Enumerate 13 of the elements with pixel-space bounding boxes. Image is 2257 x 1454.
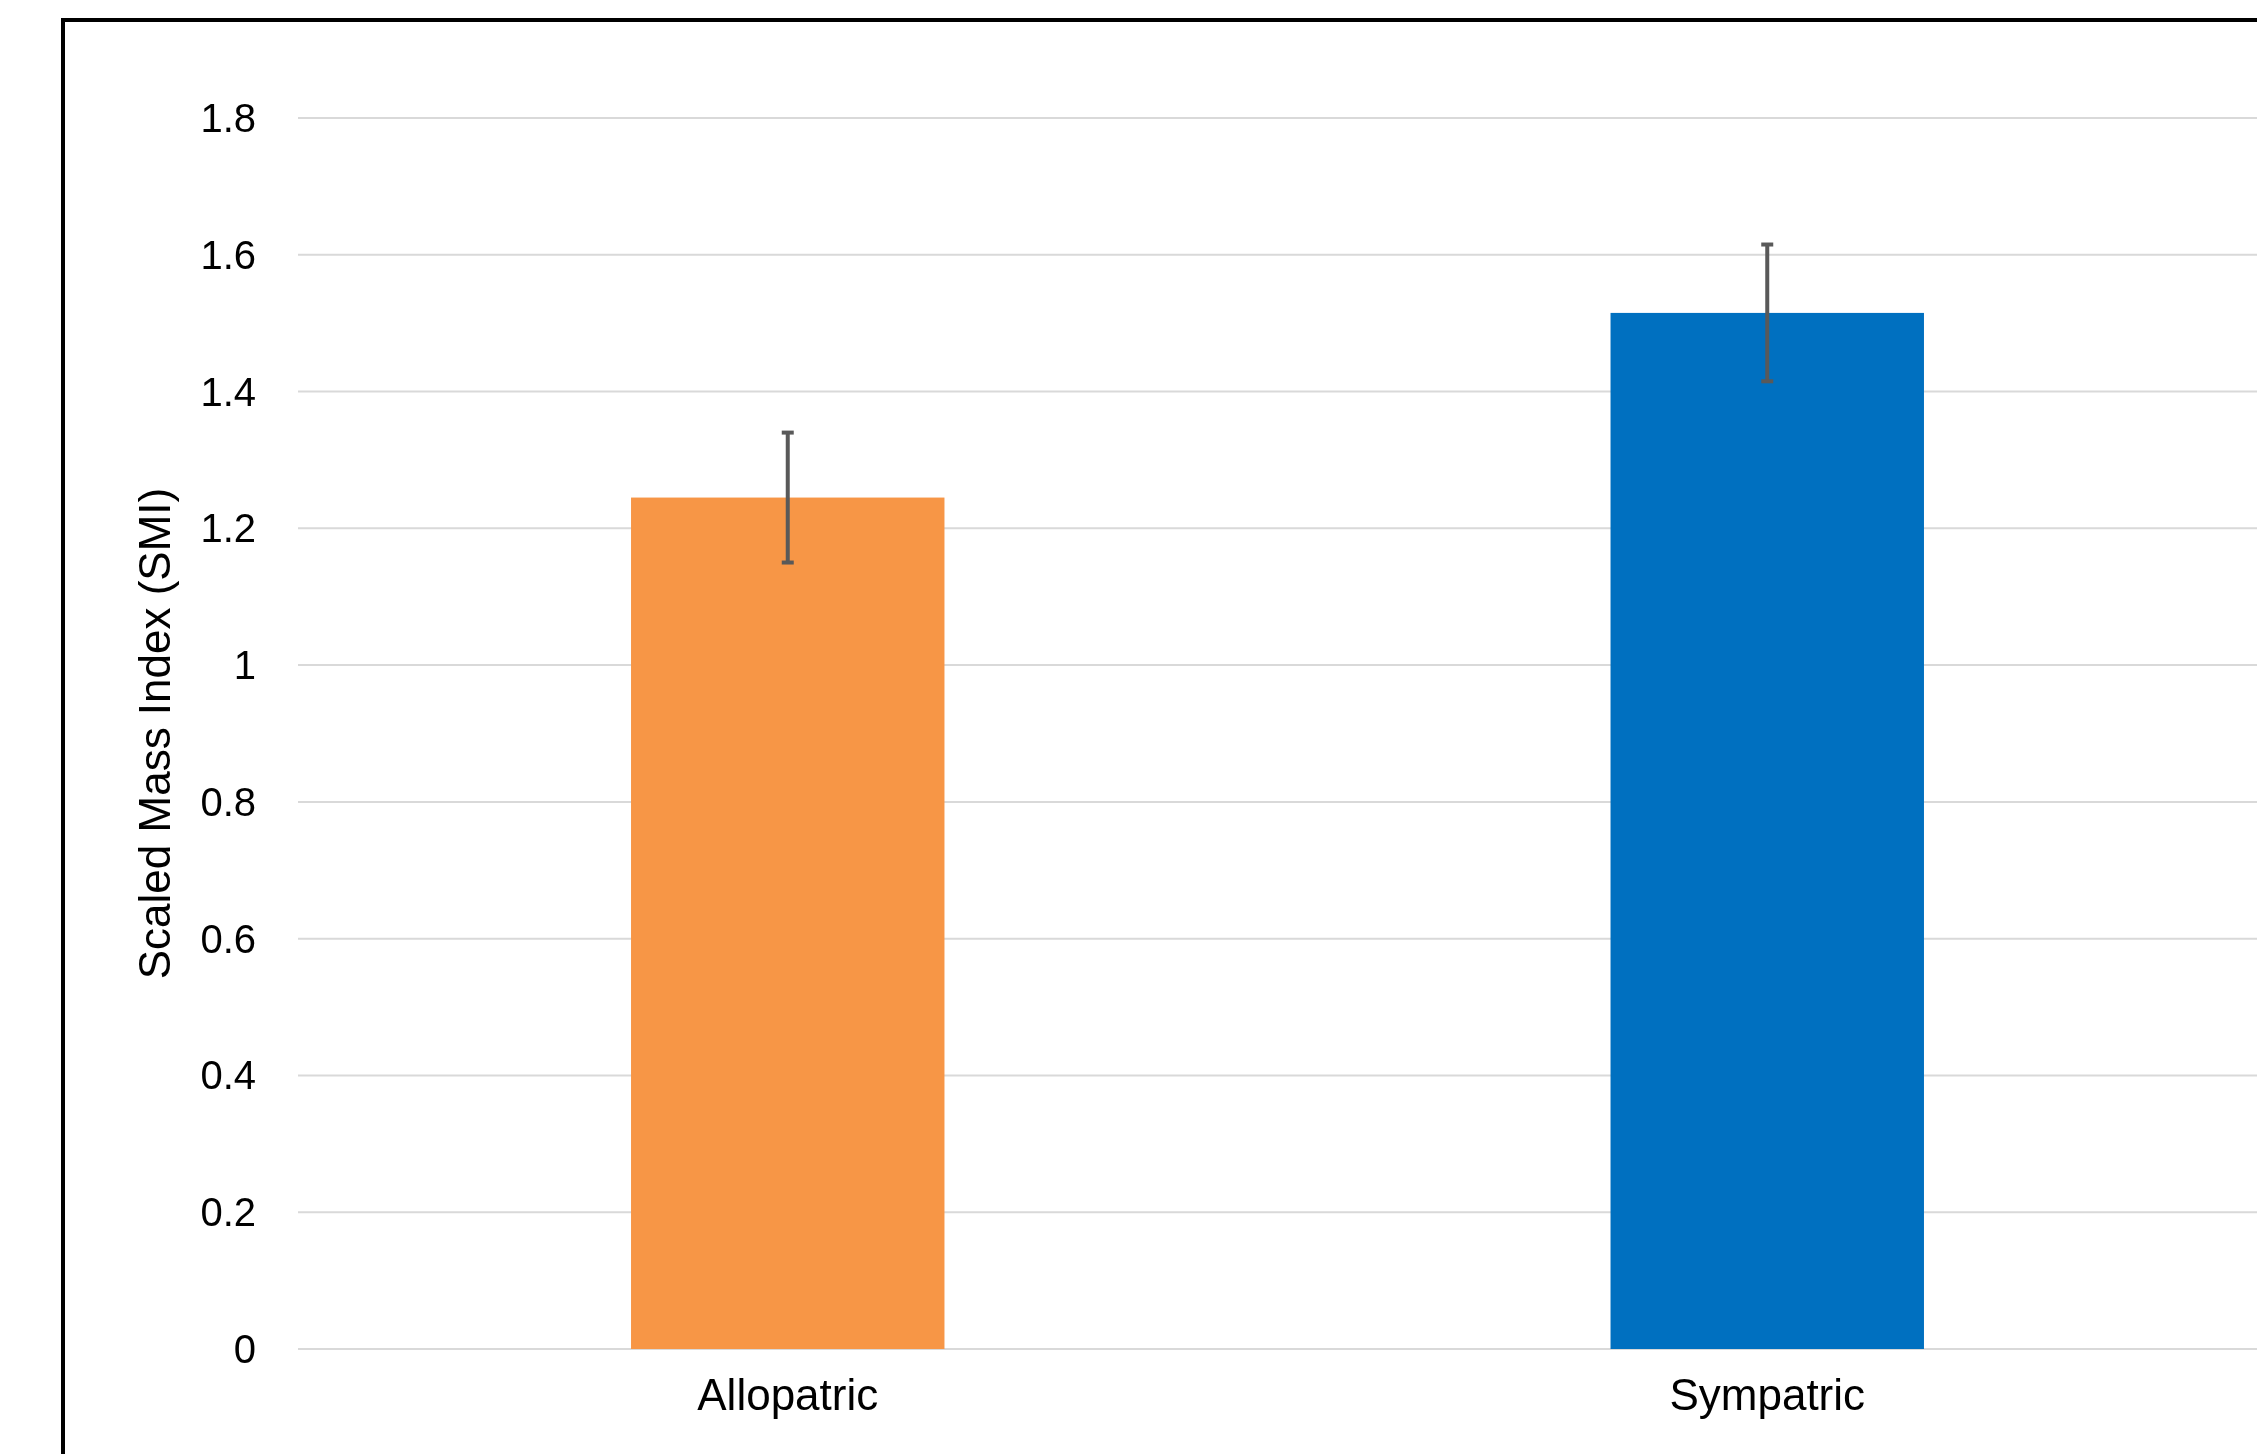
y-tick-label: 1.6 [200,232,256,277]
y-tick-label: 0.8 [200,779,256,824]
y-tick-label: 0.6 [200,916,256,961]
x-tick-label: Allopatric [697,1370,879,1419]
y-tick-label: 1.2 [200,506,256,551]
y-tick-label: 1.8 [200,96,256,140]
y-tick-label: 0.2 [200,1190,256,1235]
y-axis-title: Scaled Mass Index (SMI) [130,487,179,980]
y-tick-label: 1 [233,643,256,688]
y-tick-label: 1.4 [200,369,256,414]
x-tick-label: Sympatric [1669,1370,1866,1419]
y-tick-label: 0.4 [200,1053,256,1098]
y-tick-label: 0 [233,1327,256,1371]
